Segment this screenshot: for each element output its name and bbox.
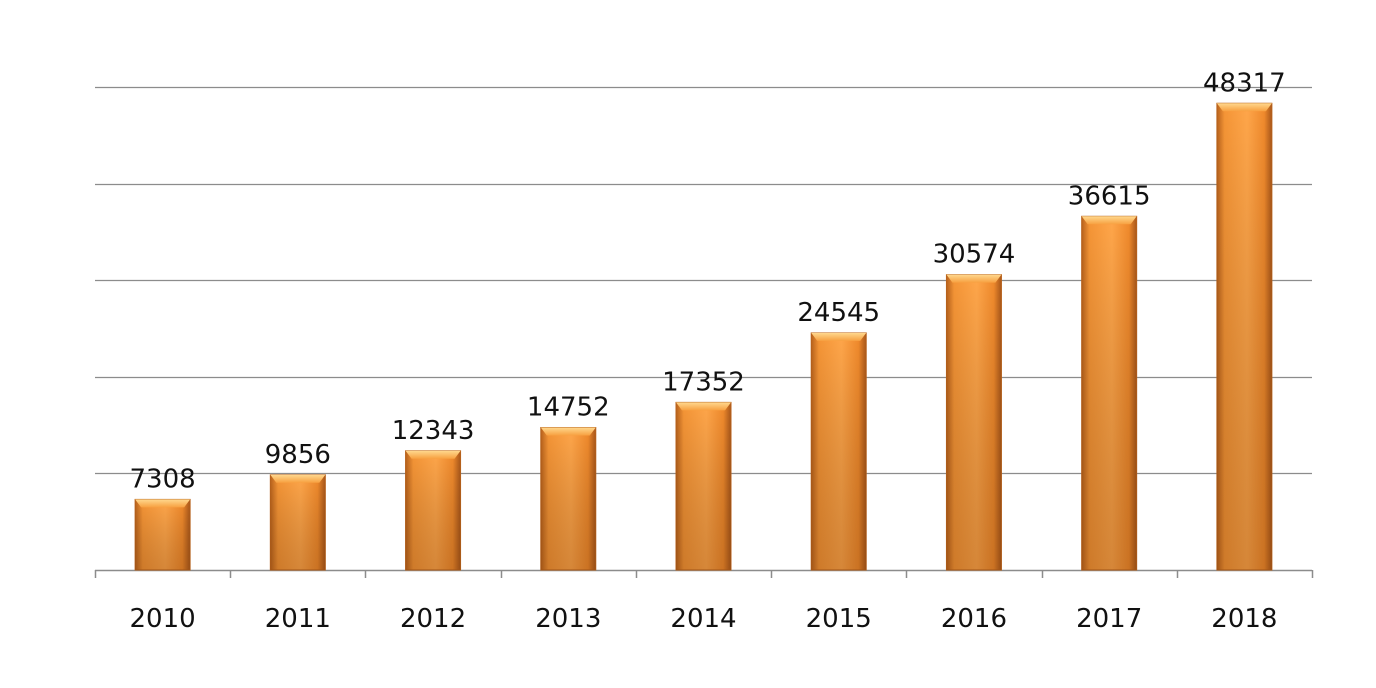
bar-shade [135, 499, 191, 570]
bar-shade [811, 332, 867, 570]
bar-2013 [540, 426, 597, 571]
bar-2018 [1216, 102, 1273, 571]
x-tick-label: 2012 [400, 604, 466, 634]
bar-bevel [135, 499, 191, 508]
bar-bevel [1216, 103, 1272, 112]
data-labels: 7308 9856 12343 14752 17352 24545 30574 36615 48… [130, 68, 1286, 494]
bar-shade [540, 427, 596, 570]
bar-bevel [1081, 216, 1137, 225]
data-label: 12343 [392, 416, 475, 446]
x-tick-label: 2018 [1211, 604, 1277, 634]
bar-bevel [270, 474, 326, 483]
bar-2010 [134, 498, 191, 571]
data-label: 24545 [797, 298, 880, 328]
bar-2017 [1081, 215, 1138, 571]
bar-2016 [945, 274, 1002, 571]
x-tick-labels: 2010 2011 2012 2013 2014 2015 2016 2017 2018 [130, 604, 1278, 634]
bar-bevel [540, 427, 596, 436]
bar-shade [676, 402, 731, 570]
bar-shade [1081, 216, 1137, 570]
bar-2011 [269, 474, 326, 571]
x-tick-label: 2014 [670, 604, 736, 634]
x-tick-label: 2010 [130, 604, 196, 634]
bars [134, 102, 1273, 571]
data-label: 36615 [1068, 181, 1151, 211]
data-label: 7308 [130, 464, 196, 494]
data-label: 48317 [1203, 68, 1286, 98]
bar-bevel [405, 450, 461, 459]
bar-2014 [675, 401, 732, 571]
x-tick-label: 2015 [806, 604, 872, 634]
bar-shade [946, 274, 1002, 570]
x-tick-label: 2013 [535, 604, 601, 634]
data-label: 30574 [933, 240, 1016, 270]
bar-2012 [405, 450, 462, 571]
data-label: 14752 [527, 392, 610, 422]
bar-2015 [810, 332, 867, 571]
bar-shade [405, 450, 461, 570]
bar-shade [1216, 103, 1272, 570]
data-label: 17352 [662, 367, 745, 397]
x-axis [94, 569, 1314, 578]
bar-bevel [946, 274, 1002, 283]
bar-bevel [676, 402, 731, 411]
bar-bevel [811, 332, 867, 341]
bar-shade [270, 474, 326, 570]
x-tick-label: 2017 [1076, 604, 1142, 634]
x-tick-label: 2016 [941, 604, 1007, 634]
data-label: 9856 [265, 440, 331, 470]
x-tick-label: 2011 [265, 604, 331, 634]
